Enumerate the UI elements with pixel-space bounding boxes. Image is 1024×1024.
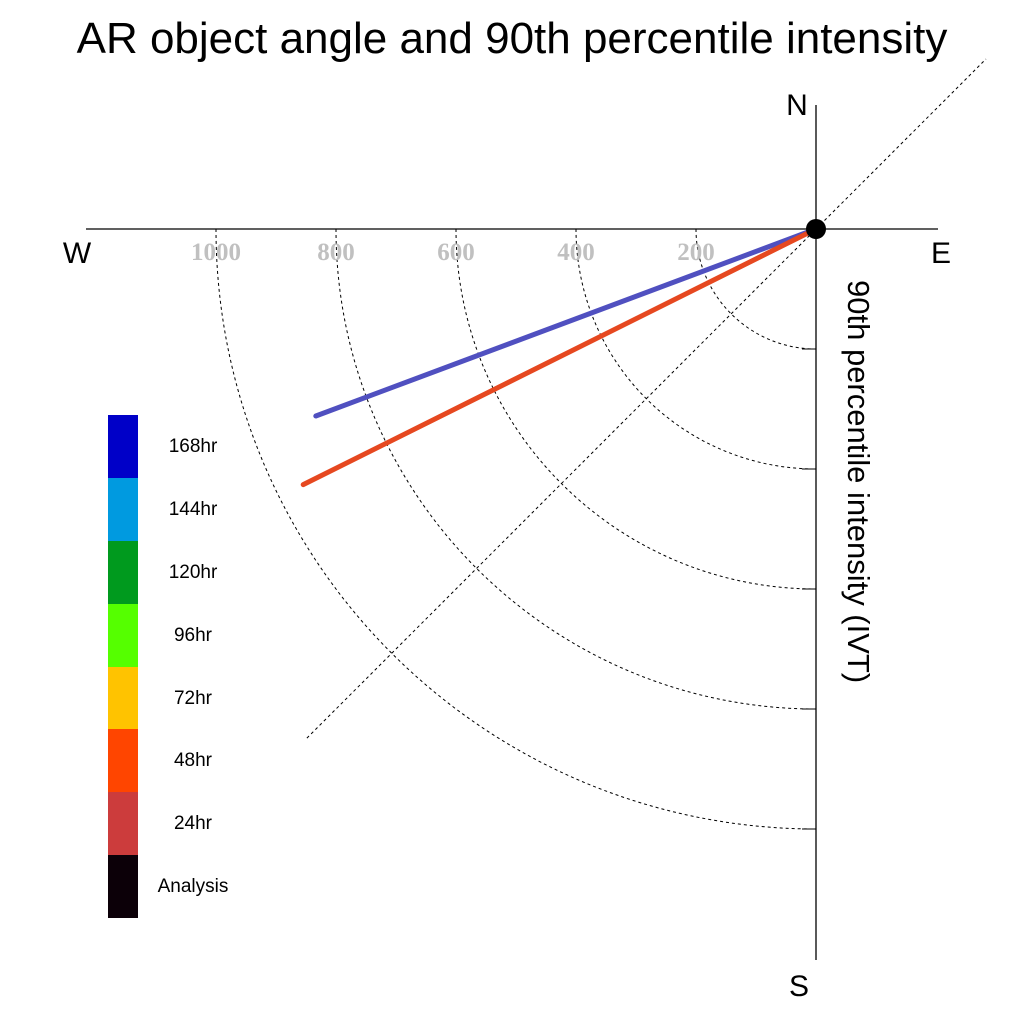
- intensity-axis-label: 90th percentile intensity (IVT): [841, 280, 876, 683]
- legend-item: 96hr: [108, 603, 248, 667]
- range-ring-1000: [215, 228, 817, 830]
- legend-swatch: [108, 603, 138, 667]
- compass-north: N: [786, 89, 808, 122]
- grid-layer: [215, 58, 987, 830]
- legend-item: 48hr: [108, 729, 248, 793]
- legend-item: 120hr: [108, 540, 248, 604]
- radial-tick-label-600: 600: [437, 239, 475, 266]
- compass-south: S: [789, 970, 809, 1003]
- legend-swatch: [108, 540, 138, 604]
- legend-label: Analysis: [157, 876, 229, 898]
- legend-label: 48hr: [173, 750, 213, 772]
- legend-label: 24hr: [173, 813, 213, 835]
- radial-tick-label-200: 200: [677, 239, 715, 266]
- diagonal-guide: [306, 58, 987, 739]
- radial-tick-label-800: 800: [317, 239, 355, 266]
- legend-label: 120hr: [168, 561, 218, 583]
- legend-item: 168hr: [108, 415, 248, 478]
- chart-title: AR object angle and 90th percentile inte…: [76, 14, 948, 63]
- legend-label: 168hr: [168, 436, 218, 457]
- legend-item: Analysis: [108, 855, 248, 919]
- legend-swatch: [108, 855, 138, 919]
- series-line-168hr: [313, 226, 819, 419]
- radial-tick-label-1000: 1000: [191, 239, 241, 266]
- legend-swatch: [108, 729, 138, 793]
- legend-swatch: [108, 415, 138, 478]
- legend-swatch: [108, 666, 138, 730]
- legend-swatch: [108, 477, 138, 541]
- legend-swatch: [108, 792, 138, 856]
- compass-west: W: [63, 237, 92, 270]
- legend: 168hr 144hr 120hr 96hr 72hr 48hr 24hr Analysis: [108, 415, 248, 919]
- compass-east: E: [931, 237, 951, 270]
- legend-label: 144hr: [168, 498, 218, 520]
- radial-tick-label-400: 400: [557, 239, 595, 266]
- axis-layer: [86, 105, 938, 960]
- origin-dot: [806, 219, 826, 239]
- range-ring-200: [695, 228, 817, 350]
- tick-layer: 200 400 600 800 1000: [191, 239, 715, 266]
- legend-item: 24hr: [108, 792, 248, 856]
- series-layer: [300, 226, 819, 488]
- legend-label: 96hr: [173, 624, 213, 646]
- series-line-48hr: [300, 226, 819, 488]
- legend-item: 72hr: [108, 666, 248, 730]
- legend-label: 72hr: [173, 687, 213, 709]
- legend-item: 144hr: [108, 477, 248, 541]
